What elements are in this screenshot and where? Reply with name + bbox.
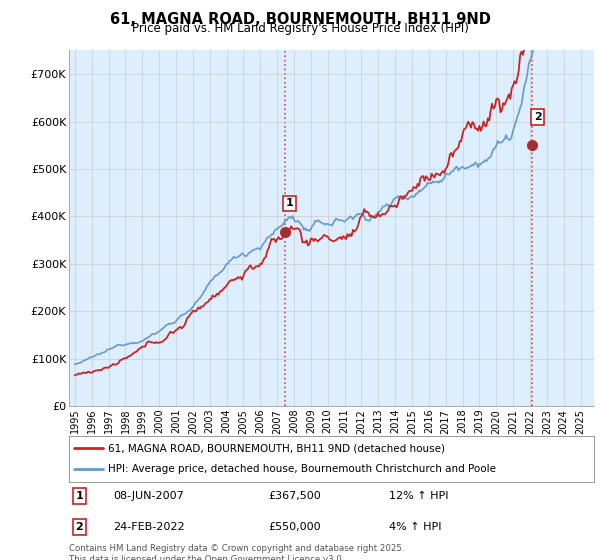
Text: Price paid vs. HM Land Registry's House Price Index (HPI): Price paid vs. HM Land Registry's House … [131,22,469,35]
Text: 12% ↑ HPI: 12% ↑ HPI [389,491,449,501]
Text: 2: 2 [76,522,83,531]
Text: 61, MAGNA ROAD, BOURNEMOUTH, BH11 9ND: 61, MAGNA ROAD, BOURNEMOUTH, BH11 9ND [110,12,490,27]
Text: 4% ↑ HPI: 4% ↑ HPI [389,522,442,531]
Text: 08-JUN-2007: 08-JUN-2007 [113,491,184,501]
Text: £367,500: £367,500 [269,491,321,501]
Text: 2: 2 [533,112,541,122]
Text: HPI: Average price, detached house, Bournemouth Christchurch and Poole: HPI: Average price, detached house, Bour… [109,464,496,474]
Text: 1: 1 [286,198,293,208]
Text: Contains HM Land Registry data © Crown copyright and database right 2025.
This d: Contains HM Land Registry data © Crown c… [69,544,404,560]
Text: 24-FEB-2022: 24-FEB-2022 [113,522,185,531]
Text: £550,000: £550,000 [269,522,321,531]
Text: 61, MAGNA ROAD, BOURNEMOUTH, BH11 9ND (detached house): 61, MAGNA ROAD, BOURNEMOUTH, BH11 9ND (d… [109,443,445,453]
Text: 1: 1 [76,491,83,501]
